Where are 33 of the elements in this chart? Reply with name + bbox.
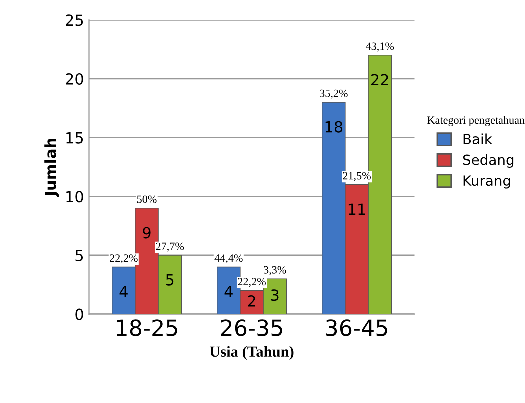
annotation: 35,2% (320, 90, 348, 99)
y-tick-label: 10 (66, 191, 84, 203)
data-label: 18 (326, 121, 343, 133)
data-label: 9 (143, 227, 151, 239)
legend-label: Sedang (463, 154, 514, 168)
annotation: 21,5% (343, 172, 371, 182)
y-tick-label: 5 (76, 250, 84, 262)
x-axis-title: Usia (Tahun) (210, 346, 294, 360)
y-axis-title: Jumlah (44, 138, 60, 198)
data-label: 4 (224, 286, 233, 298)
legend-title: Kategori pengetahuan (428, 116, 525, 126)
data-label: 5 (166, 274, 174, 286)
y-tick-label: 20 (66, 73, 84, 86)
data-label: 3 (271, 290, 279, 302)
x-tick-label: 26-35 (221, 320, 282, 336)
x-tick-label: 36-45 (326, 320, 388, 336)
data-label: 11 (348, 204, 366, 215)
annotation: 50% (137, 196, 157, 204)
data-label: 4 (120, 286, 128, 298)
y-tick-label: 25 (66, 14, 84, 26)
y-tick-label: 15 (66, 132, 84, 144)
annotation: 27,7% (156, 242, 184, 252)
y-tick-label: 0 (76, 308, 84, 320)
annotation: 44,4% (214, 254, 243, 264)
data-label: 22 (372, 74, 388, 86)
data-label: 2 (248, 295, 256, 307)
annotation: 22,2% (238, 278, 266, 288)
x-tick-label: 18-25 (117, 320, 178, 336)
annotation: 3,3% (264, 266, 286, 276)
legend-label: Kurang (464, 176, 510, 189)
annotation: 43,1% (366, 42, 394, 52)
annotation: 22,2% (110, 254, 138, 264)
legend-label: Baik (464, 134, 492, 144)
